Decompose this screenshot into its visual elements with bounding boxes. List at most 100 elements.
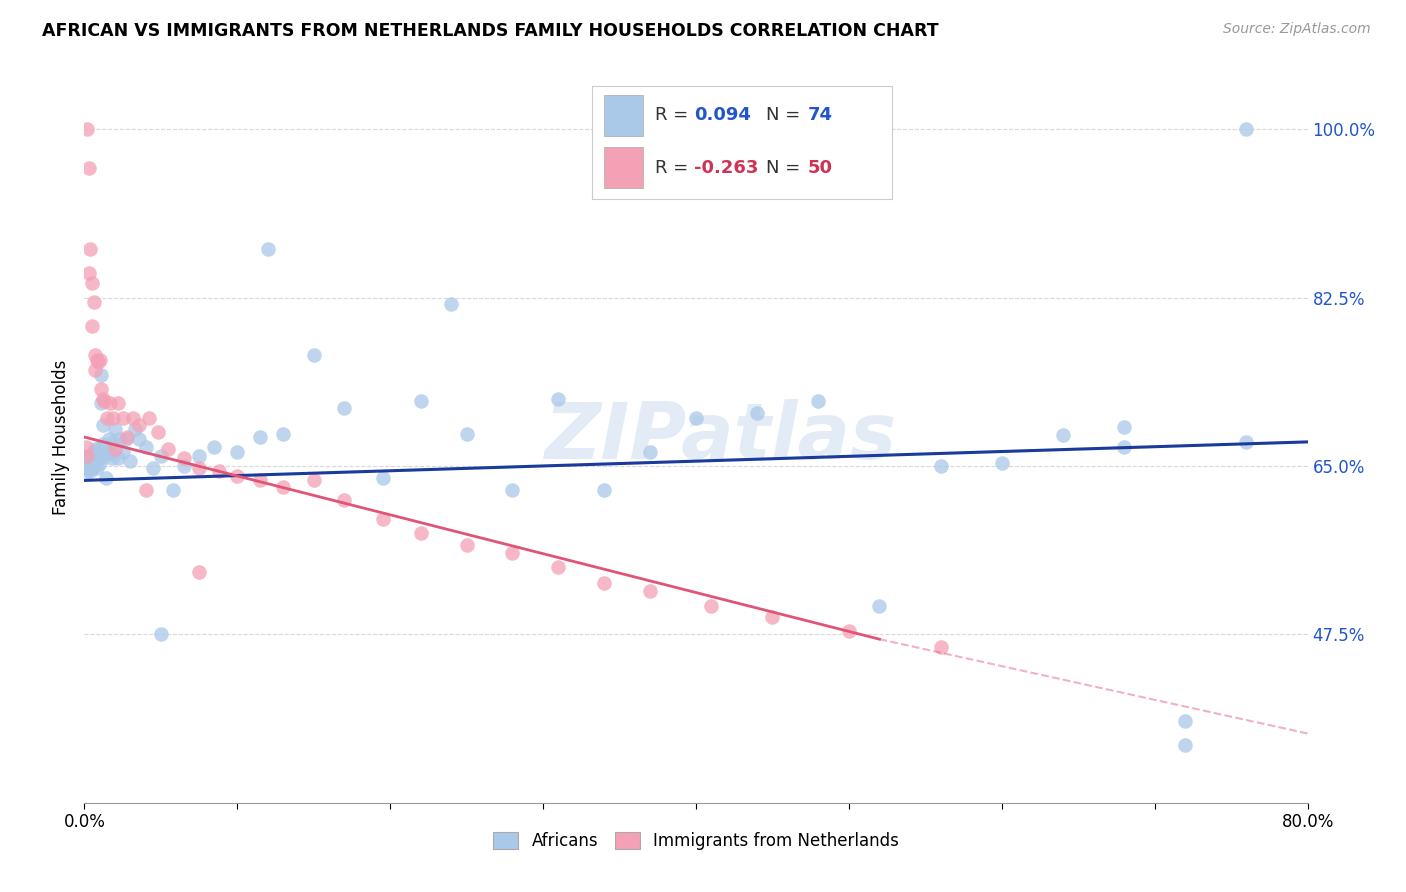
Point [869, 599, 891, 613]
Point [94, 470, 117, 484]
Point [456, 538, 478, 552]
Point [84, 348, 107, 362]
Legend: Africans, Immigrants from Netherlands: Africans, Immigrants from Netherlands [486, 825, 905, 856]
Point [83, 295, 105, 310]
Y-axis label: Family Households: Family Households [52, 359, 70, 515]
Point [111, 444, 134, 458]
Point [75, 461, 97, 475]
Text: AFRICAN VS IMMIGRANTS FROM NETHERLANDS FAMILY HOUSEHOLDS CORRELATION CHART: AFRICAN VS IMMIGRANTS FROM NETHERLANDS F… [42, 22, 939, 40]
Point [86, 446, 108, 460]
Point [1174, 714, 1197, 728]
Point [103, 434, 125, 449]
Point [76, 450, 98, 464]
Point [128, 432, 150, 446]
Point [91, 437, 114, 451]
Point [120, 454, 142, 468]
Point [271, 480, 294, 494]
Point [108, 432, 131, 446]
Text: Source: ZipAtlas.com: Source: ZipAtlas.com [1223, 22, 1371, 37]
Point [76, 464, 98, 478]
Point [149, 450, 172, 464]
Point [84, 442, 107, 456]
Point [593, 483, 616, 497]
Point [89, 456, 111, 470]
Point [75, 457, 97, 471]
Point [107, 451, 129, 466]
Point [1114, 420, 1136, 434]
Point [76, 122, 98, 136]
Point [90, 396, 112, 410]
Point [83, 446, 105, 460]
Point [93, 450, 115, 464]
Point [1052, 428, 1074, 442]
Point [77, 161, 100, 175]
Point [77, 458, 100, 473]
Point [91, 417, 114, 432]
Point [96, 410, 118, 425]
Point [409, 393, 432, 408]
Point [638, 584, 661, 599]
Point [128, 417, 150, 432]
Point [135, 483, 157, 497]
Point [173, 458, 195, 473]
Point [371, 470, 394, 484]
Point [226, 468, 249, 483]
Point [114, 432, 136, 446]
Point [502, 483, 524, 497]
Point [1114, 440, 1136, 454]
Point [111, 410, 134, 425]
Point [138, 410, 160, 425]
Point [333, 492, 356, 507]
Point [761, 610, 783, 624]
Point [86, 353, 108, 368]
Point [547, 560, 569, 574]
Point [249, 474, 271, 488]
Point [90, 368, 112, 382]
Point [991, 456, 1014, 470]
Point [80, 454, 103, 468]
Point [79, 454, 101, 468]
Point [90, 382, 112, 396]
Point [98, 396, 121, 410]
Point [249, 430, 271, 444]
Point [84, 454, 107, 468]
Point [83, 458, 105, 473]
Point [142, 461, 165, 475]
Point [1236, 434, 1258, 449]
Point [91, 392, 114, 406]
Point [115, 430, 138, 444]
Point [685, 410, 707, 425]
Point [838, 624, 860, 639]
Point [149, 627, 172, 641]
Point [122, 410, 145, 425]
Point [747, 406, 769, 420]
Point [502, 545, 524, 559]
Point [409, 526, 432, 541]
Point [257, 243, 280, 257]
Point [79, 243, 101, 257]
Point [271, 427, 294, 442]
Point [80, 319, 103, 334]
Point [1174, 738, 1197, 752]
Point [80, 450, 103, 464]
Point [89, 353, 111, 368]
Point [371, 512, 394, 526]
Point [173, 451, 195, 466]
Point [302, 348, 325, 362]
Point [1236, 122, 1258, 136]
Point [162, 483, 184, 497]
Point [77, 450, 100, 464]
Point [638, 444, 661, 458]
Point [333, 401, 356, 416]
Point [80, 461, 103, 475]
Point [101, 451, 124, 466]
Point [188, 565, 211, 579]
Point [188, 450, 211, 464]
Point [104, 422, 127, 436]
Point [93, 393, 115, 408]
Point [77, 267, 100, 281]
Point [700, 599, 723, 613]
Point [188, 461, 211, 475]
Point [104, 442, 127, 456]
Point [135, 440, 157, 454]
